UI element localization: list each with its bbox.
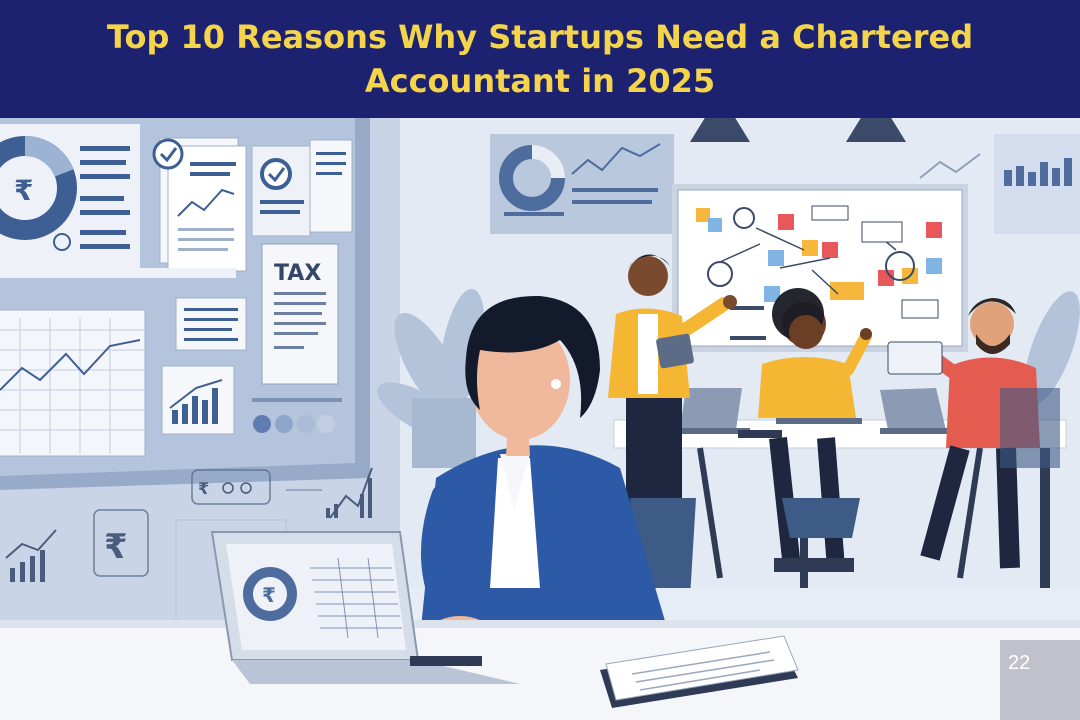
rupee-icon: ₹ — [14, 174, 33, 207]
tax-label: TAX — [274, 261, 321, 286]
page-title: Top 10 Reasons Why Startups Need a Chart… — [106, 18, 974, 100]
svg-text:₹: ₹ — [262, 583, 276, 607]
svg-text:₹: ₹ — [104, 527, 128, 567]
bar-chart-icon — [172, 388, 218, 424]
pendant-lamp-icon — [690, 118, 906, 142]
bearded-man-person — [887, 298, 1060, 569]
title-banner: Top 10 Reasons Why Startups Need a Chart… — [0, 0, 1080, 118]
floating-finance-icons: ₹ ₹ — [5, 467, 373, 631]
svg-text:₹: ₹ — [198, 479, 209, 498]
main-laptop: ₹ — [210, 531, 520, 684]
whiteboard-icon — [672, 184, 968, 352]
desk-paper-stack — [600, 635, 799, 708]
check-icon — [159, 147, 178, 163]
wall-chart-panel — [499, 143, 661, 216]
page-number: 22 — [1008, 652, 1031, 674]
line-chart-icon — [177, 188, 235, 217]
donut-chart-icon — [0, 136, 77, 240]
presenter-person — [608, 254, 737, 508]
tax-document: TAX — [261, 243, 339, 385]
wall-dashboard-board: ₹ — [0, 118, 370, 490]
office-illustration: ₹ — [0, 118, 1080, 720]
